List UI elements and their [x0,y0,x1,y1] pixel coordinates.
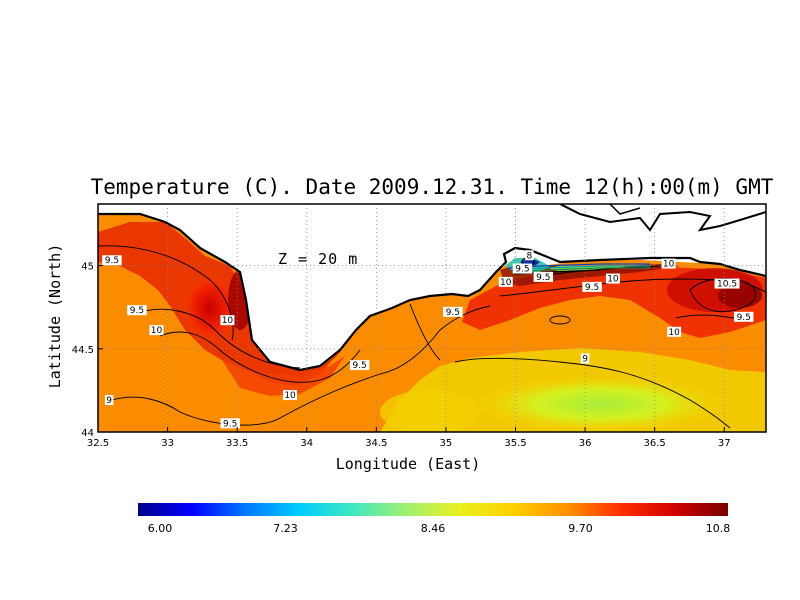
contour-label: 9.5 [515,265,529,275]
contour-label: 10 [500,278,512,288]
colorbar-tick-label: 10.8 [706,522,731,535]
contour-label: 10 [222,316,234,326]
x-tick-label: 36.5 [644,438,666,449]
contour-label: 8 [527,251,533,261]
x-tick-label: 35.5 [504,438,526,449]
contour-label: 9.5 [105,256,119,266]
y-tick-label: 44 [81,428,94,439]
depth-annotation: Z = 20 m [278,250,358,268]
contour-label: 10.5 [717,280,737,290]
contour-label: 9.5 [130,306,144,316]
x-tick-label: 32.5 [87,438,109,449]
colorbar-tick-label: 7.23 [273,522,298,535]
contour-label: 10 [151,326,163,336]
colorbar-scale [138,503,728,516]
x-tick-label: 35 [440,438,453,449]
colorbar-tick-label: 8.46 [421,522,446,535]
contour-label: 9.5 [536,273,550,283]
colorbar: 6.00 7.23 8.46 9.70 10.8 [138,503,730,535]
contour-label: 10 [663,260,675,270]
contour-label: 9.5 [585,283,599,293]
x-tick-label: 37 [718,438,731,449]
map-title: Temperature (C). Date 2009.12.31. Time 1… [91,175,774,199]
x-tick-label: 33.5 [226,438,248,449]
x-axis-label: Longitude (East) [336,455,481,473]
contour-label: 9 [106,396,112,406]
x-tick-label: 34 [300,438,313,449]
contour-label: 9.5 [223,419,237,429]
contour-label: 9.5 [446,308,460,318]
x-tick-label: 33 [161,438,174,449]
contour-label: 10 [607,275,619,285]
contour-label: 10 [284,391,296,401]
contour-label: 9 [582,354,588,364]
colorbar-tick-label: 9.70 [568,522,593,535]
x-tick-label: 34.5 [365,438,387,449]
temperature-field: 9.59.5101099.5109.59.51089.59.59.5101091… [98,204,766,434]
y-tick-label: 45 [81,262,94,273]
x-tick-label: 36 [579,438,592,449]
y-axis-label: Latitude (North) [46,244,64,389]
colorbar-labels: 6.00 7.23 8.46 9.70 10.8 [148,522,731,535]
contour-label: 10 [668,328,680,338]
y-tick-label: 44.5 [72,345,94,356]
contour-label: 9.5 [352,361,366,371]
contour-label: 9.5 [737,313,751,323]
colorbar-tick-label: 6.00 [148,522,173,535]
